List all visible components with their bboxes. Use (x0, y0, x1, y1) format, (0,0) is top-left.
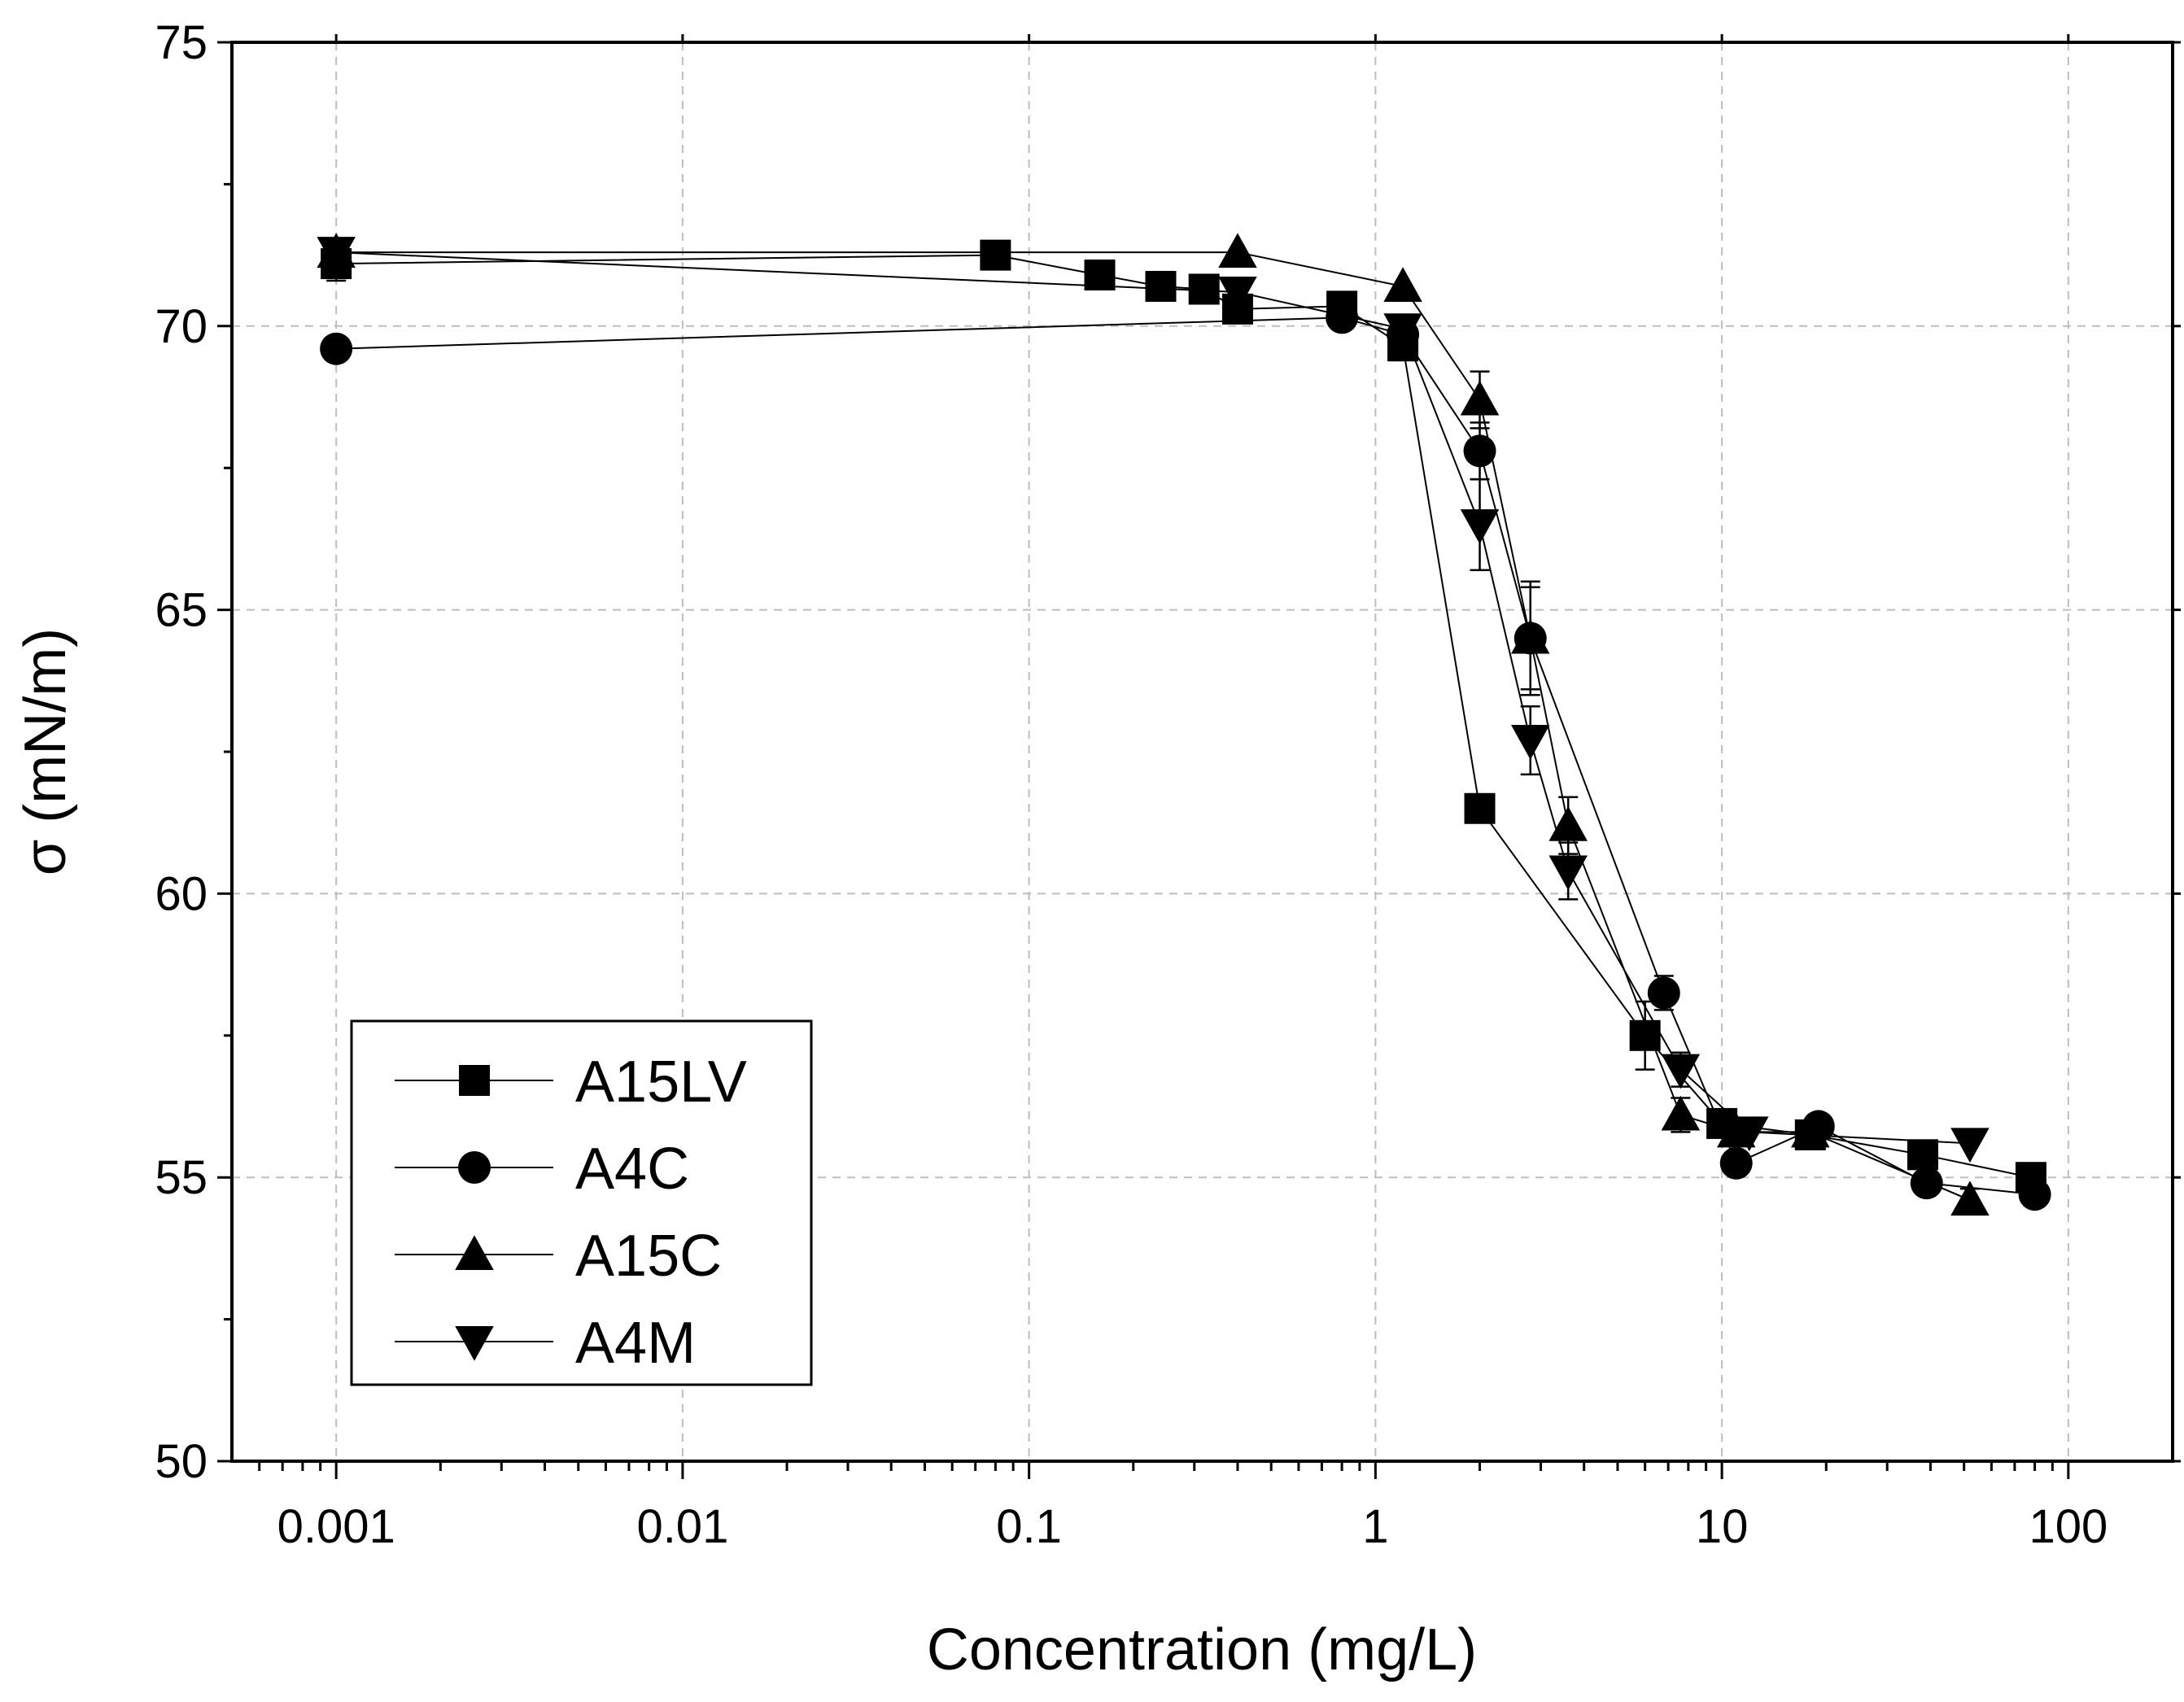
x-tick-label: 0.1 (996, 1500, 1062, 1553)
series-line (336, 316, 2035, 1196)
data-point (1661, 1095, 1701, 1131)
data-point (1383, 313, 1422, 349)
data-point (1460, 380, 1500, 416)
series-line (336, 251, 1971, 1202)
data-point (317, 237, 356, 272)
y-tick-label: 70 (155, 300, 207, 353)
data-point (1661, 1054, 1701, 1089)
y-tick-label: 75 (155, 16, 207, 69)
data-point (1463, 434, 1496, 468)
x-axis-title: Concentration (mg/L) (927, 1617, 1477, 1682)
data-point (2018, 1178, 2051, 1211)
data-point (1383, 267, 1422, 302)
legend-item-a4c: A4C (395, 1137, 689, 1202)
data-point (1907, 1139, 1938, 1171)
label-layer: 50 55 60 65 70 75 0.001 0.01 0.1 1 10 100 (155, 16, 2108, 1553)
legend-label: A4C (575, 1137, 689, 1202)
data-point (1950, 1180, 1990, 1216)
tick-layer (217, 34, 2181, 1479)
y-tick-label: 65 (155, 584, 207, 637)
series-layer (317, 233, 2051, 1216)
data-point (320, 332, 353, 365)
x-tick-label: 0.01 (636, 1500, 728, 1553)
series-a4m (317, 237, 1990, 1163)
data-point (1145, 270, 1177, 302)
y-tick-label: 55 (155, 1151, 207, 1204)
legend-box (350, 1019, 813, 1386)
data-point (1730, 1116, 1769, 1152)
legend-marker (455, 1235, 494, 1270)
data-point (1510, 618, 1550, 654)
data-point (1719, 1146, 1753, 1180)
data-point (1791, 1112, 1830, 1148)
data-point (1510, 725, 1550, 760)
x-tick-label: 10 (1696, 1500, 1749, 1553)
legend-label: A4M (575, 1311, 696, 1376)
legend-item-a4m: A4M (395, 1311, 696, 1376)
x-tick-label: 0.001 (277, 1500, 395, 1553)
data-point (1548, 805, 1588, 841)
x-tick-label: 1 (1362, 1500, 1388, 1553)
data-point (1218, 233, 1257, 268)
data-point (980, 239, 1011, 271)
y-tick-label: 50 (155, 1435, 207, 1488)
legend-item-a15c: A15C (395, 1224, 722, 1289)
y-tick-label: 60 (155, 867, 207, 920)
data-point (1548, 855, 1588, 891)
data-point (1910, 1167, 1943, 1200)
y-axis-title: σ (mN/m) (13, 628, 78, 875)
legend-item-a15lv: A15LV (395, 1050, 747, 1115)
data-point (1218, 276, 1257, 312)
data-point (1188, 273, 1220, 305)
data-point (1647, 976, 1680, 1010)
legend-label: A15C (575, 1224, 722, 1289)
legend-label: A15LV (575, 1050, 747, 1115)
data-point (1460, 508, 1500, 544)
data-point (1326, 301, 1359, 334)
series-line (336, 251, 1970, 1145)
data-point (1950, 1128, 1990, 1163)
legend-marker (459, 1065, 490, 1096)
data-point (1464, 792, 1496, 824)
legend-marker (455, 1326, 494, 1361)
x-tick-label: 100 (2029, 1500, 2108, 1553)
legend: A15LV A4C A15C A4M (350, 1019, 813, 1386)
legend-marker (458, 1151, 491, 1184)
